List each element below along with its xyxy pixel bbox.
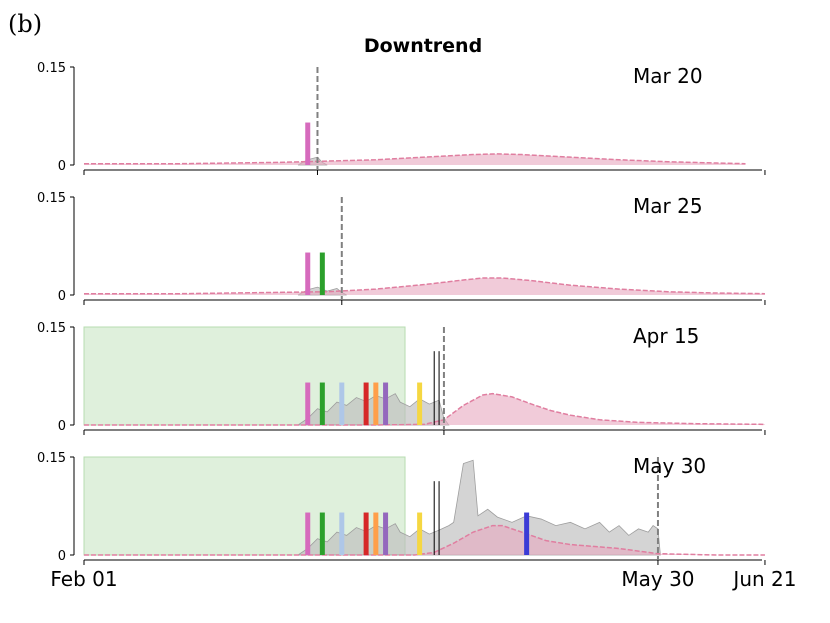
- panel-tag: (b): [8, 10, 42, 38]
- event-marker-1: [305, 252, 311, 295]
- event-marker-7: [417, 512, 423, 555]
- panels: 0.15 0 Mar 20 0.15 0 Mar 25 0.15 0 Apr 15 0.15 0 Ma…: [37, 61, 766, 565]
- event-marker-1: [305, 382, 311, 425]
- forecast-area: [84, 525, 765, 555]
- chart-title: Downtrend: [364, 35, 482, 57]
- event-marker-4: [363, 382, 369, 425]
- y-tick-label-max: 0.15: [37, 61, 66, 76]
- event-marker-2: [319, 382, 325, 425]
- forecast-area: [84, 278, 765, 295]
- event-marker-6: [383, 382, 389, 425]
- y-tick-label-max: 0.15: [37, 191, 66, 206]
- panel-date-label: Apr 15: [633, 324, 699, 348]
- y-tick-label-zero: 0: [58, 159, 66, 174]
- observed-area: [296, 459, 661, 556]
- y-tick-label-max: 0.15: [37, 451, 66, 466]
- panel-date-label: May 30: [633, 454, 706, 478]
- event-marker-4: [363, 512, 369, 555]
- forecast-area: [84, 153, 746, 165]
- panel-4: 0.15 0 May 30: [37, 451, 766, 565]
- x-tick-label-3: Jun 21: [731, 567, 796, 591]
- y-tick-label-zero: 0: [58, 419, 66, 434]
- event-marker-8: [524, 512, 530, 555]
- y-tick-label-zero: 0: [58, 289, 66, 304]
- y-tick-label-zero: 0: [58, 549, 66, 564]
- panel-date-label: Mar 25: [633, 194, 703, 218]
- event-marker-2: [319, 512, 325, 555]
- event-marker-5: [373, 512, 379, 555]
- event-marker-3: [339, 512, 345, 555]
- x-tick-label-2: May 30: [621, 567, 694, 591]
- event-marker-2: [319, 252, 325, 295]
- y-tick-label-max: 0.15: [37, 321, 66, 336]
- panel-3: 0.15 0 Apr 15: [37, 321, 766, 435]
- event-marker-6: [383, 512, 389, 555]
- forecast-line: [84, 277, 765, 295]
- event-marker-5: [373, 382, 379, 425]
- panel-2: 0.15 0 Mar 25: [37, 191, 766, 305]
- panel-date-label: Mar 20: [633, 64, 703, 88]
- forecast-line: [84, 153, 746, 165]
- event-marker-3: [339, 382, 345, 425]
- panel-1: 0.15 0 Mar 20: [37, 61, 766, 175]
- x-tick-label-1: Feb 01: [50, 567, 117, 591]
- event-marker-7: [417, 382, 423, 425]
- event-marker-1: [305, 122, 311, 165]
- forecast-line: [84, 392, 765, 426]
- x-axis: Feb 01 May 30 Jun 21: [50, 567, 796, 591]
- forecast-line: [84, 524, 765, 556]
- event-marker-1: [305, 512, 311, 555]
